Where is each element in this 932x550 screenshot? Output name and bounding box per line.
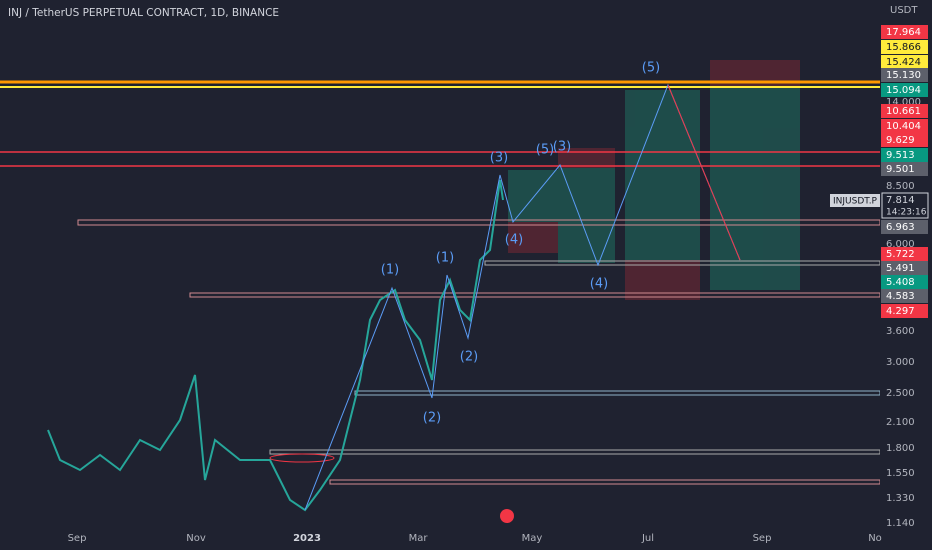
wave-label: (3): [553, 140, 571, 155]
price-label: 10.404: [886, 121, 921, 132]
last-price: 7.814: [886, 195, 915, 206]
wave-label: (2): [460, 350, 478, 365]
price-label: 2.100: [886, 417, 915, 428]
event-icon[interactable]: [500, 509, 514, 523]
wave-label: (5): [642, 61, 660, 76]
price-label: 4.583: [886, 291, 915, 302]
chart-title: INJ / TetherUS PERPETUAL CONTRACT, 1D, B…: [8, 7, 279, 19]
price-label-box: [881, 104, 928, 118]
price-label-box: [881, 275, 928, 289]
price-label: 9.629: [886, 135, 915, 146]
time-label: Mar: [409, 533, 429, 544]
wave-label: (4): [590, 277, 608, 292]
price-label: 17.964: [886, 27, 921, 38]
symbol-tag: [830, 194, 880, 207]
price-tag: [881, 192, 929, 219]
wave-label: (5): [536, 143, 554, 158]
price-label-box: [881, 119, 928, 133]
wave-label: (2): [423, 411, 441, 426]
time-label: Jul: [641, 533, 654, 544]
price-label: 5.408: [886, 277, 915, 288]
time-label: Nov: [186, 533, 206, 544]
countdown: 14:23:16: [886, 208, 927, 218]
price-label-box: [881, 247, 928, 261]
price-label: 1.330: [886, 493, 915, 504]
price-label-box: [881, 25, 928, 39]
price-label: 9.501: [886, 164, 915, 175]
price-label: 1.140: [886, 518, 915, 529]
time-label: 2023: [293, 533, 321, 544]
price-label-box: [881, 40, 928, 54]
price-label: 9.513: [886, 150, 915, 161]
price-label: 15.094: [886, 85, 921, 96]
price-path: [47, 179, 504, 512]
price-label: 14.000: [886, 97, 921, 108]
price-label: 1.800: [886, 443, 915, 454]
time-label: Sep: [68, 533, 87, 544]
axis-unit: USDT: [890, 5, 918, 16]
price-label: 15.424: [886, 57, 921, 68]
wave-label: (1): [381, 263, 399, 278]
price-label-box: [881, 148, 928, 162]
price-label: 4.297: [886, 306, 915, 317]
wave-label: (1): [436, 251, 454, 266]
price-label: 6.000: [886, 239, 915, 250]
price-label-box: [881, 162, 928, 176]
price-label-box: [881, 220, 928, 234]
price-label: 10.661: [886, 106, 921, 117]
price-label: 15.130: [886, 70, 921, 81]
price-label-box: [881, 304, 928, 318]
wave-path-2: [667, 84, 741, 261]
symbol-name: INJUSDT.P: [833, 197, 878, 207]
wave-label: (3): [490, 151, 508, 166]
price-label-box: [881, 55, 928, 69]
price-label-box: [881, 133, 928, 147]
price-label: 5.722: [886, 249, 915, 260]
time-label: No: [868, 533, 882, 544]
time-label: Sep: [753, 533, 772, 544]
wave-label: (4): [505, 233, 523, 248]
price-label-box: [881, 83, 928, 97]
price-label: 15.866: [886, 42, 921, 53]
price-label: 6.963: [886, 222, 915, 233]
price-label-box: [881, 261, 928, 275]
price-label: 8.500: [886, 181, 915, 192]
price-label: 1.550: [886, 468, 915, 479]
price-label: 2.500: [886, 388, 915, 399]
wave-path: [304, 83, 741, 511]
positions: [508, 60, 800, 300]
time-label: May: [522, 533, 543, 544]
price-label-box: [881, 289, 928, 303]
price-label: 3.600: [886, 326, 915, 337]
price-label: 3.000: [886, 357, 915, 368]
price-label-box: [881, 68, 928, 82]
price-label: 5.491: [886, 263, 915, 274]
